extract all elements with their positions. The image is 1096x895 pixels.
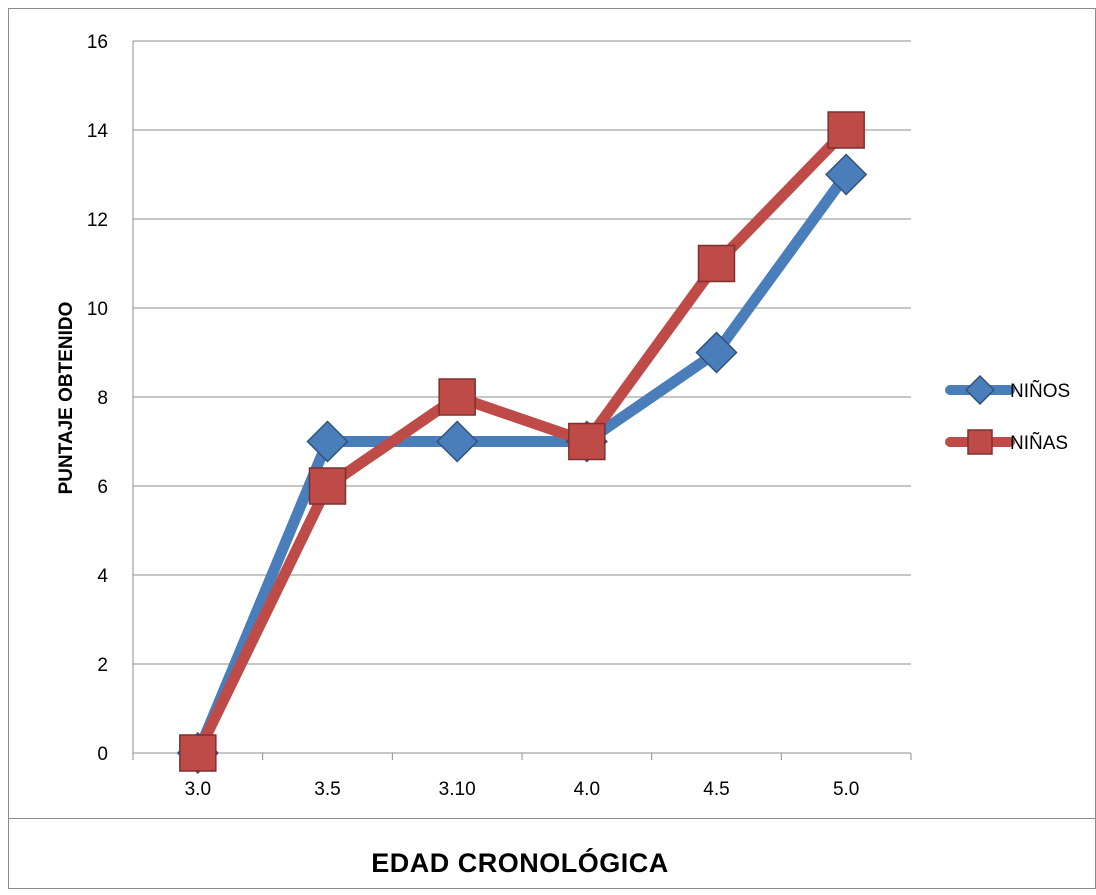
y-axis-title: PUNTAJE OBTENIDO bbox=[56, 302, 77, 495]
series-group bbox=[176, 111, 868, 775]
square-marker bbox=[438, 378, 476, 416]
square-marker bbox=[308, 467, 347, 505]
y-tick-label: 10 bbox=[87, 299, 108, 320]
legend-item: NIÑAS bbox=[945, 429, 1068, 455]
diamond-marker bbox=[436, 420, 479, 463]
chart-border bbox=[8, 8, 1096, 889]
square-marker bbox=[697, 244, 736, 283]
diamond-marker bbox=[306, 420, 349, 463]
x-tick-label: 4.0 bbox=[574, 779, 600, 800]
series-line bbox=[192, 169, 852, 759]
square-marker bbox=[967, 429, 993, 455]
markers-ninos bbox=[176, 153, 868, 775]
y-tick-label: 16 bbox=[87, 32, 108, 53]
legend: NIÑOS NIÑAS bbox=[945, 374, 1070, 455]
x-tick-label: 5.0 bbox=[833, 779, 859, 800]
series-line bbox=[192, 124, 852, 759]
x-axis-title: EDAD CRONOLÓGICA bbox=[371, 847, 669, 878]
square-marker bbox=[827, 111, 865, 149]
y-tick-label: 2 bbox=[97, 655, 108, 676]
y-tick-label: 8 bbox=[97, 388, 108, 409]
square-marker bbox=[179, 734, 217, 772]
y-tick-label: 6 bbox=[97, 477, 108, 498]
x-tick-label: 4.5 bbox=[703, 779, 729, 800]
y-tick-label: 14 bbox=[87, 121, 109, 142]
x-tick-label: 3.10 bbox=[439, 779, 476, 800]
y-tick-label: 4 bbox=[97, 566, 108, 587]
x-tick-label: 3.5 bbox=[314, 779, 340, 800]
axes: 0 2 4 6 8 10 12 14 16 3.0 3.5 3.10 4.0 4.5 5.0 bbox=[87, 32, 912, 800]
y-tick-label: 0 bbox=[97, 744, 108, 765]
y-tick-label: 12 bbox=[87, 210, 108, 231]
diamond-marker bbox=[695, 331, 738, 374]
diamond-marker bbox=[825, 153, 868, 196]
x-tick-label: 3.0 bbox=[185, 779, 211, 800]
diamond-marker bbox=[964, 374, 996, 406]
legend-label: NIÑAS bbox=[1010, 432, 1068, 454]
markers-ninas bbox=[179, 111, 865, 772]
series-ninas bbox=[192, 124, 852, 759]
square-marker bbox=[568, 422, 606, 461]
series-ninos bbox=[192, 169, 852, 759]
legend-item: NIÑOS bbox=[945, 374, 1070, 406]
legend-label: NIÑOS bbox=[1010, 380, 1070, 402]
